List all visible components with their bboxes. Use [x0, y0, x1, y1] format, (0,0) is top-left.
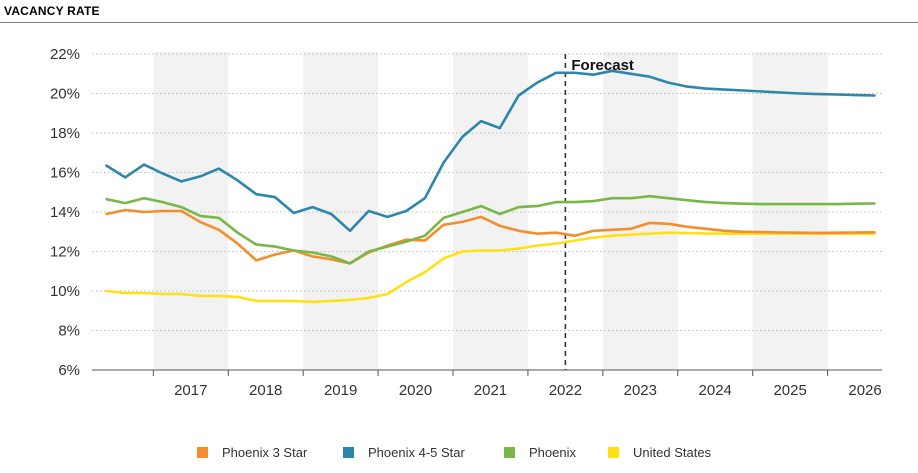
year-band-2025	[752, 52, 828, 370]
series-line-phoenix-4-5-star	[105, 69, 876, 233]
y-tick-label: 8%	[58, 323, 80, 340]
legend-swatch-phoenix-3-star	[197, 446, 208, 458]
legend-swatch-united-states	[608, 446, 619, 458]
legend-label-united-states: United States	[633, 444, 712, 460]
forecast-marker: Forecast	[564, 54, 634, 370]
y-tick-label: 22%	[50, 46, 80, 63]
legend-item-phoenix-3-star: Phoenix 3 Star	[197, 443, 307, 461]
x-year-label: 2026	[848, 382, 881, 399]
y-tick-label: 16%	[50, 165, 80, 182]
x-year-label: 2022	[549, 382, 582, 399]
x-year-label: 2021	[474, 382, 507, 399]
y-tick-label: 18%	[50, 125, 80, 142]
legend-swatch-phoenix	[504, 446, 515, 458]
x-axis-year-labels: 2017 2018 2019 2020 2021 2022 2023 2024 2025 2026	[174, 382, 882, 399]
chart-title: VACANCY RATE	[4, 4, 100, 18]
x-year-label: 2017	[174, 382, 207, 399]
y-tick-label: 12%	[50, 244, 80, 261]
x-axis-ticks	[152, 370, 829, 376]
legend-label-phoenix-4-5-star: Phoenix 4-5 Star	[368, 444, 465, 460]
legend-item-phoenix: Phoenix	[504, 443, 576, 461]
y-tick-label: 6%	[58, 362, 80, 379]
vacancy-rate-line-chart: 6%8%10%12%14%16%18%20%22% 2017 2018 2019 20…	[50, 46, 882, 399]
x-year-label: 2025	[773, 382, 806, 399]
legend-item-phoenix-4-5-star: Phoenix 4-5 Star	[343, 443, 465, 461]
legend-label-phoenix-3-star: Phoenix 3 Star	[222, 444, 308, 460]
x-year-label: 2019	[324, 382, 357, 399]
x-year-label: 2024	[699, 382, 732, 399]
x-year-label: 2018	[249, 382, 282, 399]
series-lines	[105, 69, 876, 304]
y-tick-label: 10%	[50, 283, 80, 300]
chart-header: VACANCY RATE	[0, 0, 918, 23]
chart-legend: Phoenix 3 Star Phoenix 4-5 Star Phoenix …	[0, 443, 918, 463]
forecast-label: Forecast	[571, 57, 634, 74]
y-axis-tick-labels: 6% 8% 10% 12% 14% 16% 18% 20% 22%	[50, 46, 80, 379]
legend-item-united-states: United States	[608, 443, 711, 461]
legend-swatch-phoenix-4-5-star	[343, 446, 354, 458]
y-tick-label: 20%	[50, 86, 80, 103]
year-band-2019	[303, 52, 379, 370]
x-year-label: 2023	[624, 382, 657, 399]
year-band-2023	[602, 52, 678, 370]
y-tick-label: 14%	[50, 204, 80, 221]
series-line-united-states	[105, 231, 876, 304]
series-line-phoenix	[105, 194, 876, 265]
x-year-label: 2020	[399, 382, 432, 399]
year-shading-bands	[153, 52, 828, 370]
legend-label-phoenix: Phoenix	[529, 444, 576, 460]
series-line-phoenix-3-star	[105, 208, 876, 265]
